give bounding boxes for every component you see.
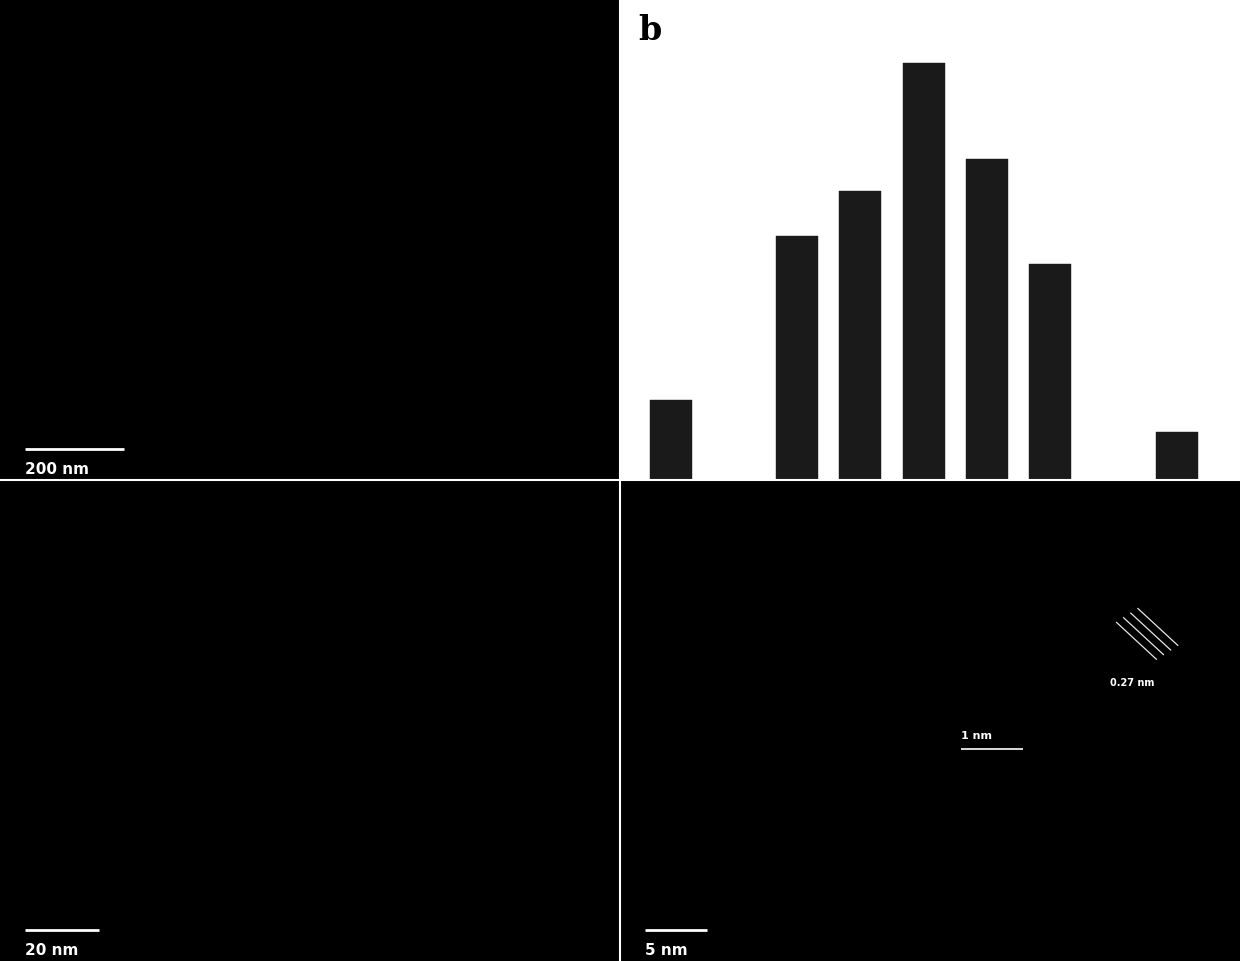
Bar [839, 192, 882, 480]
Text: 5 nm: 5 nm [645, 942, 687, 957]
Bar [1156, 432, 1198, 480]
Y-axis label: Percentage (%): Percentage (%) [567, 162, 584, 318]
Text: 200 nm: 200 nm [25, 461, 89, 477]
Text: b: b [639, 14, 662, 47]
Text: 20 nm: 20 nm [25, 942, 78, 957]
Bar [776, 237, 818, 480]
Bar [1029, 264, 1071, 480]
Bar [650, 401, 692, 480]
Bar [903, 64, 945, 480]
X-axis label: Size (nm): Size (nm) [882, 511, 978, 530]
Text: 1 nm: 1 nm [961, 730, 992, 740]
Text: 0.27 nm: 0.27 nm [1110, 678, 1154, 687]
Bar [966, 160, 1008, 480]
